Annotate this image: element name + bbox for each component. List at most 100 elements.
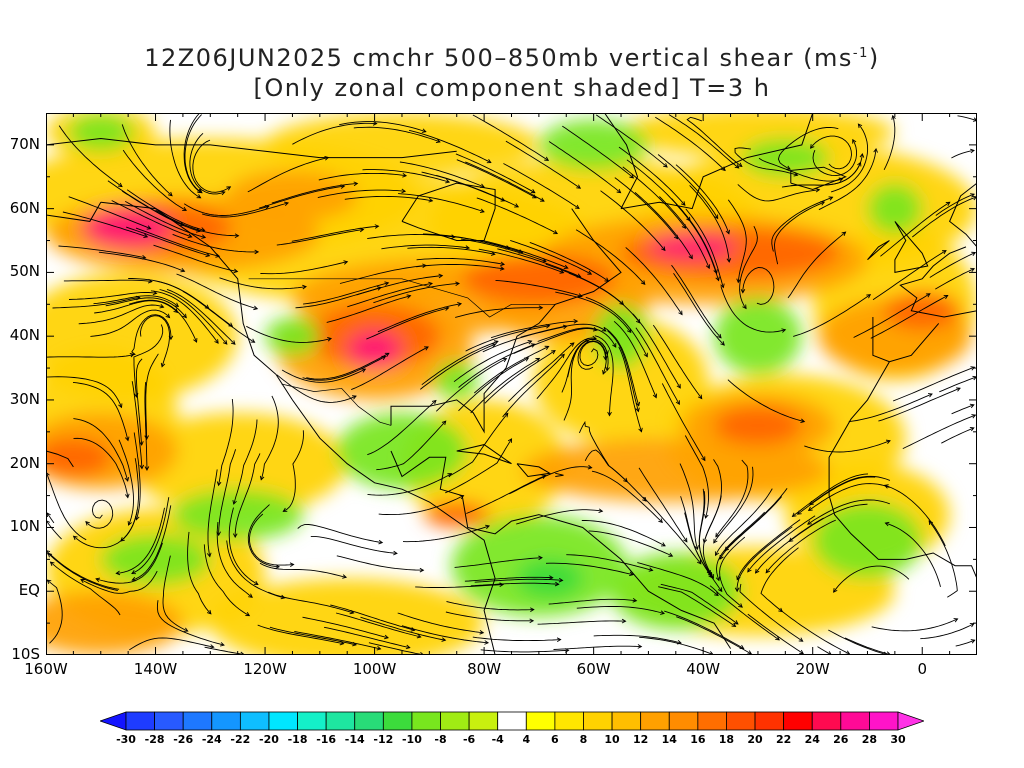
streamline — [576, 606, 665, 614]
shading-blob — [714, 406, 802, 445]
lat-label: 60N — [9, 198, 40, 217]
streamline — [792, 473, 869, 517]
streamline — [577, 340, 607, 375]
streamline-arrow — [282, 507, 288, 512]
streamline — [207, 469, 218, 557]
streamline — [622, 166, 686, 229]
streamline-arrow — [969, 623, 975, 628]
colorbar-segment — [668, 711, 699, 731]
streamline — [537, 327, 617, 348]
streamline-arrow — [668, 552, 674, 557]
streamline — [591, 470, 663, 523]
streamline-arrow — [502, 358, 508, 363]
streamline-arrow — [941, 250, 947, 255]
streamline-arrow — [927, 393, 933, 398]
streamline — [73, 437, 129, 498]
streamline-arrow — [626, 328, 632, 334]
streamline — [219, 277, 307, 290]
streamline — [844, 637, 891, 655]
shading-blob — [67, 113, 134, 152]
streamline-arrow — [459, 494, 465, 500]
streamline — [828, 629, 888, 655]
streamline — [153, 244, 238, 272]
streamline — [635, 327, 680, 405]
streamline-arrow — [604, 350, 609, 356]
streamline-arrow — [518, 249, 524, 254]
streamline-arrow — [351, 395, 357, 400]
streamline-arrow — [196, 194, 202, 199]
colorbar-segment — [726, 711, 756, 731]
streamline — [228, 507, 259, 585]
streamline — [929, 252, 976, 278]
streamline-arrow — [697, 559, 702, 565]
streamline — [68, 291, 157, 300]
streamline-arrow — [327, 337, 332, 342]
lon-label: 60W — [576, 660, 611, 678]
streamline-arrow — [484, 640, 490, 645]
streamline-arrow — [339, 640, 345, 646]
streamline — [373, 282, 460, 304]
shading-blob — [648, 234, 737, 260]
streamline — [303, 282, 389, 305]
streamline — [139, 315, 171, 367]
colorbar-segment — [783, 711, 813, 731]
streamline — [884, 484, 946, 547]
streamline — [378, 495, 464, 516]
streamline — [472, 636, 561, 642]
streamline — [145, 353, 159, 440]
streamline — [121, 124, 173, 197]
streamline — [183, 203, 269, 216]
streamline — [830, 123, 869, 193]
lon-label: 120W — [243, 660, 287, 678]
streamline — [804, 440, 891, 453]
streamline — [73, 509, 138, 549]
streamline-arrow — [152, 290, 158, 296]
streamline-arrow — [661, 542, 666, 547]
colorbar-label: -16 — [316, 733, 337, 746]
shading-blob — [883, 291, 961, 330]
lat-label: 70N — [9, 134, 40, 153]
streamline-arrow — [838, 177, 844, 182]
streamline — [607, 330, 639, 412]
streamline-arrow — [248, 593, 253, 598]
streamline — [85, 499, 114, 529]
streamline — [872, 250, 947, 301]
streamline — [951, 149, 975, 159]
streamline — [445, 611, 534, 622]
streamline-arrow — [775, 636, 780, 641]
streamline — [684, 435, 710, 519]
streamline — [203, 544, 250, 616]
streamline-arrow — [147, 278, 153, 284]
colorbar-label: -30 — [116, 733, 136, 746]
streamline — [93, 295, 179, 307]
colorbar-segment — [325, 711, 356, 731]
streamline — [184, 114, 203, 194]
streamline — [902, 414, 976, 450]
streamline-arrow — [182, 313, 187, 319]
streamline — [715, 459, 749, 538]
colorbar-label: 18 — [718, 733, 735, 746]
streamline-arrow — [635, 407, 640, 413]
shading-blob — [423, 501, 490, 528]
streamline — [747, 515, 816, 573]
streamline-arrow — [714, 214, 719, 220]
streamline — [201, 202, 289, 218]
streamline-arrow — [554, 581, 560, 587]
streamline-arrow — [725, 229, 730, 235]
lat-label: 30N — [9, 389, 40, 408]
streamline — [472, 114, 549, 161]
streamline-arrow — [701, 456, 706, 462]
streamline-arrow — [635, 318, 641, 324]
streamline-arrow — [197, 188, 203, 194]
streamline — [935, 193, 975, 216]
streamline-arrow — [353, 181, 359, 187]
streamline-arrow — [259, 475, 265, 481]
streamline — [563, 339, 589, 421]
shear-shading — [46, 113, 977, 655]
streamline-arrow — [230, 340, 236, 345]
streamline-arrow — [577, 293, 583, 298]
streamline — [497, 248, 581, 278]
streamline — [655, 116, 726, 171]
streamline — [529, 241, 609, 282]
streamline — [367, 400, 437, 456]
